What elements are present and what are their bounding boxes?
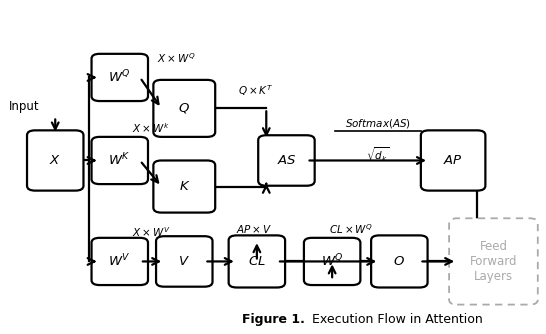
FancyBboxPatch shape: [258, 135, 314, 186]
Text: $CL$: $CL$: [248, 255, 266, 268]
Text: $AS$: $AS$: [277, 154, 296, 167]
Text: $K$: $K$: [179, 180, 190, 193]
FancyBboxPatch shape: [421, 130, 485, 191]
FancyBboxPatch shape: [153, 80, 215, 137]
Text: $\sqrt{d_k}$: $\sqrt{d_k}$: [366, 146, 389, 164]
Text: $Softmax(AS)$: $Softmax(AS)$: [345, 117, 411, 130]
Text: $X\times W^k$: $X\times W^k$: [132, 121, 170, 135]
FancyBboxPatch shape: [304, 238, 360, 285]
Text: $W^Q$: $W^Q$: [108, 69, 131, 86]
Text: Feed
Forward
Layers: Feed Forward Layers: [470, 240, 517, 283]
FancyBboxPatch shape: [371, 235, 428, 288]
FancyBboxPatch shape: [449, 218, 538, 305]
Text: $W^V$: $W^V$: [108, 253, 131, 270]
Text: $AP\times V$: $AP\times V$: [236, 223, 272, 235]
Text: $Q\times K^T$: $Q\times K^T$: [238, 83, 274, 98]
Text: $W^K$: $W^K$: [109, 152, 131, 169]
Text: $CL\times W^Q$: $CL\times W^Q$: [329, 222, 373, 236]
FancyBboxPatch shape: [92, 238, 148, 285]
Text: $Q$: $Q$: [179, 102, 190, 115]
Text: $AP$: $AP$: [443, 154, 463, 167]
Text: $X\times W^Q$: $X\times W^Q$: [157, 51, 196, 65]
FancyBboxPatch shape: [156, 236, 212, 287]
Text: $V$: $V$: [179, 255, 190, 268]
FancyBboxPatch shape: [153, 160, 215, 213]
Text: Input: Input: [9, 100, 39, 113]
FancyBboxPatch shape: [229, 235, 285, 288]
Text: Figure 1.: Figure 1.: [241, 313, 305, 326]
FancyBboxPatch shape: [92, 137, 148, 184]
Text: Execution Flow in Attention: Execution Flow in Attention: [308, 313, 483, 326]
Text: $O$: $O$: [394, 255, 405, 268]
FancyBboxPatch shape: [92, 54, 148, 101]
FancyBboxPatch shape: [27, 130, 84, 191]
Text: $W^Q$: $W^Q$: [321, 253, 343, 270]
Text: $X$: $X$: [49, 154, 61, 167]
Text: $X\times W^V$: $X\times W^V$: [132, 225, 171, 239]
